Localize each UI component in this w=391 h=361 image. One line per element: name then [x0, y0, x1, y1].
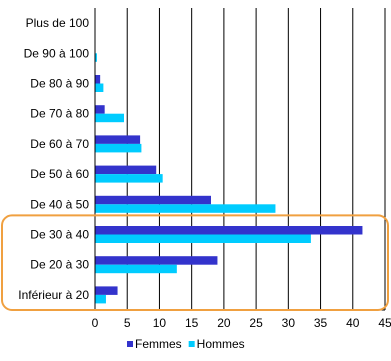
bar-hommes-de-20-a-30 [95, 264, 177, 274]
category-label: De 70 à 80 [30, 107, 89, 121]
category-label: Plus de 100 [26, 16, 90, 30]
x-tick-label: 25 [249, 316, 263, 330]
category-label: Inférieur à 20 [18, 288, 89, 302]
legend-label-femmes: Femmes [135, 337, 182, 351]
bar-hommes-de-50-a-60 [95, 174, 163, 183]
bar-femmes-de-40-a-50 [95, 195, 211, 205]
bar-femmes-de-80-a-90 [95, 75, 101, 84]
category-label: De 40 à 50 [30, 197, 89, 211]
x-tick-label: 10 [153, 316, 167, 330]
bar-hommes-de-90-a-100 [95, 53, 97, 62]
bars [95, 53, 363, 304]
category-label: De 80 à 90 [30, 77, 89, 91]
x-tick-labels: 0 5 10 15 20 25 30 35 40 45 [92, 316, 391, 330]
bar-hommes-de-80-a-90 [95, 83, 104, 92]
bar-hommes-de-70-a-80 [95, 113, 124, 123]
x-tick-label: 45 [378, 316, 391, 330]
category-label: De 60 à 70 [30, 137, 89, 151]
bar-hommes-inferieur-a-20 [95, 294, 106, 304]
legend-label-hommes: Hommes [197, 337, 245, 351]
x-tick-label: 20 [217, 316, 231, 330]
category-labels: Plus de 100 De 90 à 100 De 80 à 90 De 70 à … [18, 16, 89, 302]
category-label: De 20 à 30 [30, 258, 89, 272]
legend-swatch-femmes [127, 341, 133, 347]
legend-swatch-hommes [188, 341, 195, 347]
legend: Femmes Hommes [127, 337, 245, 351]
bar-femmes-de-70-a-80 [95, 105, 105, 114]
x-tick-label: 15 [185, 316, 199, 330]
bar-femmes-de-20-a-30 [95, 256, 218, 265]
bar-femmes-de-60-a-70 [95, 135, 141, 144]
bar-femmes-de-50-a-60 [95, 165, 157, 175]
x-tick-label: 5 [124, 316, 131, 330]
category-label: De 30 à 40 [30, 228, 89, 242]
x-tick-label: 0 [92, 316, 99, 330]
x-tick-label: 30 [282, 316, 296, 330]
bar-hommes-de-30-a-40 [95, 234, 311, 243]
bar-femmes-inferieur-a-20 [95, 286, 118, 295]
highlight-box [1, 214, 389, 311]
bar-hommes-de-60-a-70 [95, 143, 142, 153]
category-label: De 90 à 100 [24, 46, 90, 60]
category-label: De 50 à 60 [30, 167, 89, 181]
bar-femmes-de-30-a-40 [95, 226, 363, 235]
x-tick-label: 40 [346, 316, 360, 330]
x-tick-label: 35 [314, 316, 328, 330]
bar-hommes-de-40-a-50 [95, 204, 276, 213]
gridlines [126, 8, 386, 310]
